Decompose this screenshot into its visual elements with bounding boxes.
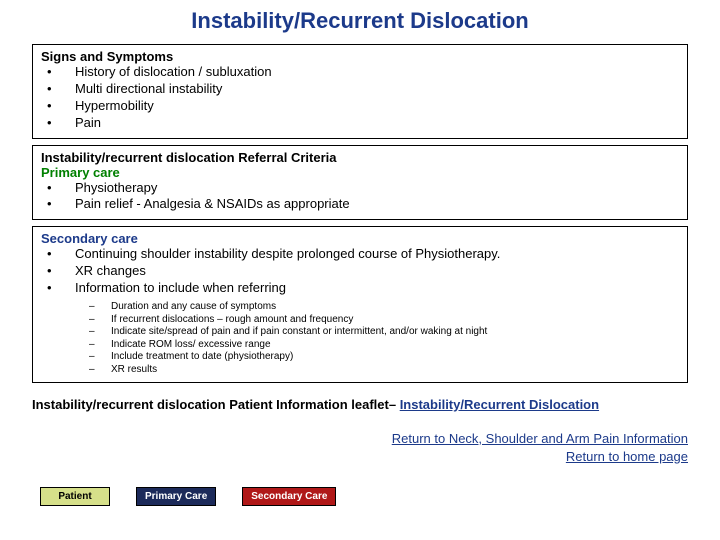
list-item: Continuing shoulder instability despite …: [47, 246, 679, 263]
secondary-care-box: Secondary care Continuing shoulder insta…: [32, 226, 688, 383]
list-item: XR results: [89, 364, 679, 377]
return-neck-link[interactable]: Return to Neck, Shoulder and Arm Pain In…: [32, 430, 688, 448]
list-item: Multi directional instability: [47, 81, 679, 98]
referral-info-list: Duration and any cause of symptoms If re…: [41, 301, 679, 376]
list-item: Pain: [47, 115, 679, 132]
leaflet-link[interactable]: Instability/Recurrent Dislocation: [400, 397, 599, 412]
secondary-care-list: Continuing shoulder instability despite …: [41, 246, 679, 297]
list-item: Indicate ROM loss/ excessive range: [89, 339, 679, 352]
signs-list: History of dislocation / subluxation Mul…: [41, 64, 679, 132]
list-item: Duration and any cause of symptoms: [89, 301, 679, 314]
primary-care-list: Physiotherapy Pain relief - Analgesia & …: [41, 180, 679, 214]
referral-heading: Instability/recurrent dislocation Referr…: [41, 150, 679, 165]
leaflet-prefix: Instability/recurrent dislocation Patien…: [32, 397, 400, 412]
button-row: Patient Primary Care Secondary Care: [32, 487, 688, 506]
secondary-care-button[interactable]: Secondary Care: [242, 487, 336, 506]
return-home-link[interactable]: Return to home page: [32, 448, 688, 466]
signs-heading: Signs and Symptoms: [41, 49, 679, 64]
patient-button[interactable]: Patient: [40, 487, 110, 506]
page-title: Instability/Recurrent Dislocation: [32, 8, 688, 34]
primary-care-heading: Primary care: [41, 165, 679, 180]
primary-care-button[interactable]: Primary Care: [136, 487, 216, 506]
list-item: Information to include when referring: [47, 280, 679, 297]
return-links: Return to Neck, Shoulder and Arm Pain In…: [32, 430, 688, 465]
list-item: If recurrent dislocations – rough amount…: [89, 314, 679, 327]
list-item: Indicate site/spread of pain and if pain…: [89, 326, 679, 339]
list-item: Include treatment to date (physiotherapy…: [89, 351, 679, 364]
list-item: Pain relief - Analgesia & NSAIDs as appr…: [47, 196, 679, 213]
list-item: Hypermobility: [47, 98, 679, 115]
secondary-care-heading: Secondary care: [41, 231, 679, 246]
list-item: History of dislocation / subluxation: [47, 64, 679, 81]
leaflet-line: Instability/recurrent dislocation Patien…: [32, 397, 688, 412]
referral-criteria-box: Instability/recurrent dislocation Referr…: [32, 145, 688, 221]
signs-symptoms-box: Signs and Symptoms History of dislocatio…: [32, 44, 688, 139]
list-item: Physiotherapy: [47, 180, 679, 197]
list-item: XR changes: [47, 263, 679, 280]
